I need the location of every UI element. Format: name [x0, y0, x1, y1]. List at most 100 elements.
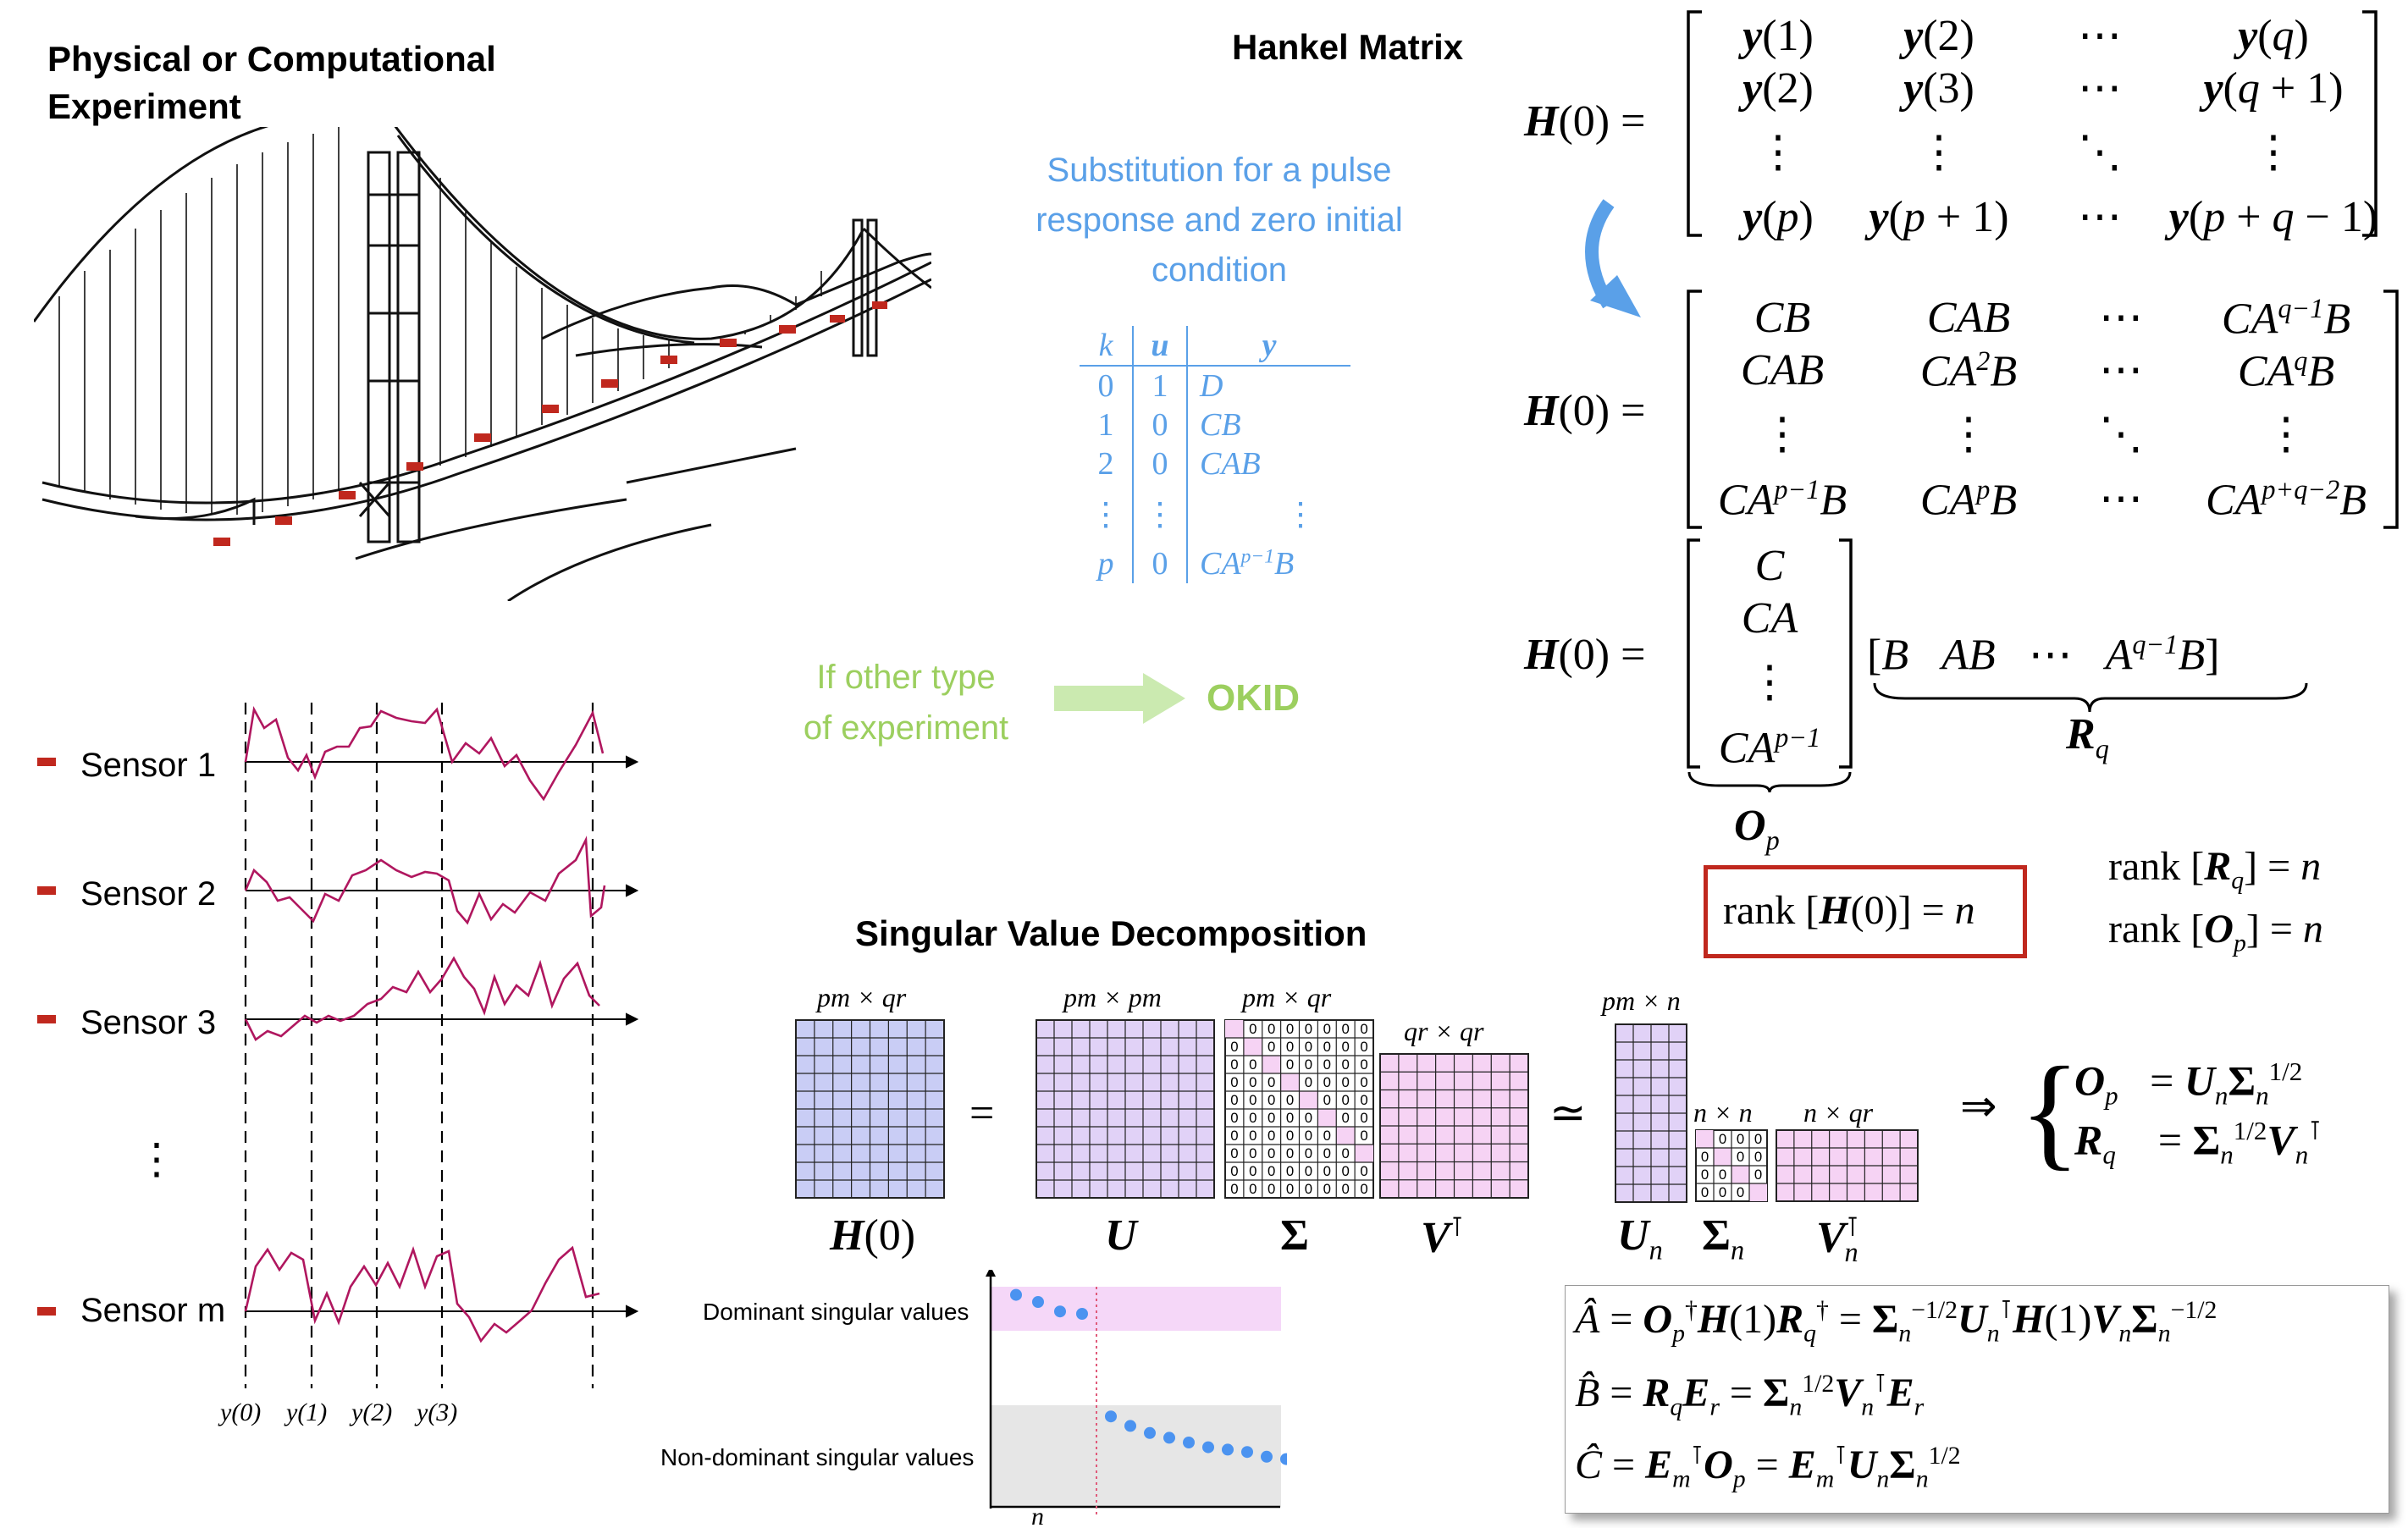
header-k: k	[1080, 326, 1134, 367]
svg-text:0: 0	[1305, 1074, 1312, 1090]
svg-text:0: 0	[1323, 1145, 1331, 1161]
nondominant-singular-value-dot	[1144, 1426, 1156, 1439]
svg-text:0: 0	[1360, 1039, 1367, 1055]
era-equations-box	[1565, 1285, 2389, 1514]
A-hat-equation: Â = Op†H(1)Rq† = Σn−1/2Un⊺H(1)VnΣn−1/2	[1575, 1296, 2217, 1348]
svg-text:0: 0	[1360, 1021, 1367, 1037]
svg-text:0: 0	[1286, 1145, 1294, 1161]
svg-text:0: 0	[1286, 1181, 1294, 1197]
svg-text:0: 0	[1286, 1110, 1294, 1126]
svg-text:0: 0	[1360, 1074, 1367, 1090]
row4-u: 0	[1133, 544, 1188, 583]
svg-text:0: 0	[1323, 1039, 1331, 1055]
VnT-svd-label: V⊺n	[1816, 1211, 1860, 1267]
svg-text:0: 0	[1268, 1092, 1275, 1108]
svg-text:0: 0	[1737, 1131, 1744, 1147]
hankel-heading: Hankel Matrix	[1232, 27, 1464, 67]
experiment-heading: Physical or Computational Experiment	[47, 39, 496, 126]
nondominant-singular-value-dot	[1163, 1431, 1175, 1444]
svg-text:0: 0	[1323, 1163, 1331, 1179]
hankel-matrix-y: y(1) y(2) ⋯ y(q) y(2) y(3) ⋯ y(q + 1) ⋮ ⋮ ⋱ ⋮ y(p…	[1742, 12, 2378, 241]
sensor-m-text: Sensor m	[80, 1292, 226, 1329]
row0-k: 0	[1080, 366, 1134, 405]
Sigma-svd-label: Σ	[1280, 1211, 1309, 1260]
time-label-0: y(0)	[220, 1398, 262, 1426]
svg-text:0: 0	[1305, 1145, 1312, 1161]
header-u: u	[1133, 326, 1188, 367]
U-grid	[1036, 1019, 1215, 1199]
H-grid	[795, 1019, 945, 1199]
svg-text:0: 0	[1360, 1110, 1367, 1126]
svg-text:0: 0	[1230, 1128, 1238, 1144]
svg-text:0: 0	[1360, 1163, 1367, 1179]
svg-text:0: 0	[1342, 1110, 1350, 1126]
nondominant-singular-value-dot	[1183, 1437, 1195, 1448]
row2-y: CAB	[1200, 446, 1261, 482]
svg-text:0: 0	[1342, 1145, 1350, 1161]
svg-text:0: 0	[1305, 1181, 1312, 1197]
svg-text:0: 0	[1230, 1039, 1238, 1055]
svd-equals: =	[969, 1089, 995, 1138]
row0-u: 1	[1133, 366, 1188, 405]
svg-text:0: 0	[1249, 1092, 1256, 1108]
hankel-matrix-CAB: CB CAB ⋯ CAq−1B CAB CA2B ⋯ CAqB ⋮ ⋮ ⋱ ⋮ CAp−1B CAp…	[1717, 293, 2367, 525]
svg-text:0: 0	[1286, 1056, 1294, 1073]
nondominant-singular-value-dot	[1280, 1453, 1287, 1465]
Op-equation: Op = UnΣn1/2	[2074, 1056, 2303, 1111]
svg-text:0: 0	[1249, 1021, 1256, 1037]
row4-y: CAp−1B	[1200, 545, 1295, 582]
row2-u: 0	[1133, 444, 1188, 483]
controllability-brace	[1873, 682, 2308, 713]
svg-text:0: 0	[1342, 1039, 1350, 1055]
sensor-1-label: Sensor 1	[80, 747, 217, 784]
svg-text:0: 0	[1323, 1021, 1331, 1037]
svg-text:0: 0	[1701, 1149, 1709, 1165]
dominant-singular-value-dot	[1010, 1288, 1022, 1301]
svg-text:0: 0	[1342, 1021, 1350, 1037]
svd-implies: ⇒	[1960, 1083, 1997, 1131]
svg-text:0: 0	[1719, 1184, 1726, 1200]
svg-text:0: 0	[1249, 1181, 1256, 1197]
sensor-2-label: Sensor 2	[80, 875, 217, 913]
svg-text:0: 0	[1286, 1163, 1294, 1179]
time-label-1: y(1)	[286, 1398, 328, 1426]
substitution-note: Substitution for a pulse response and ze…	[1036, 152, 1403, 289]
Rq-equation: Rq = Σn1/2Vn⊺	[2074, 1116, 2322, 1170]
svg-text:0: 0	[1286, 1039, 1294, 1055]
svg-text:0: 0	[1360, 1092, 1367, 1108]
row1-u: 0	[1133, 405, 1188, 444]
rank-box	[1704, 865, 2027, 958]
H0-label-3: H(0) =	[1524, 631, 1646, 679]
hankel-brackets-1	[1687, 10, 2378, 237]
svg-text:0: 0	[1286, 1128, 1294, 1144]
row3-k: ⋮	[1080, 483, 1134, 544]
svg-text:0: 0	[1342, 1056, 1350, 1073]
rank-Op: rank [Op] = n	[2108, 907, 2323, 957]
svg-text:0: 0	[1249, 1056, 1256, 1073]
nondominant-singular-value-dot	[1124, 1420, 1136, 1432]
substitution-arrow-icon	[1585, 199, 1641, 317]
svg-text:0: 0	[1268, 1074, 1275, 1090]
VT-svd-label: V⊺	[1421, 1211, 1465, 1262]
row3-u: ⋮	[1133, 483, 1188, 544]
Un-svd-label: Un	[1617, 1211, 1663, 1266]
S-dim-label: pm × qr	[1242, 982, 1332, 1012]
sensor-3-label: Sensor 3	[80, 1004, 217, 1041]
hankel-brackets-2	[1687, 290, 2399, 529]
sensor-m-label: Sensor m	[80, 1292, 225, 1330]
svg-text:0: 0	[1230, 1110, 1238, 1126]
svg-text:0: 0	[1701, 1167, 1709, 1183]
dominant-singular-value-dot	[1032, 1296, 1044, 1308]
svg-text:0: 0	[1249, 1145, 1256, 1161]
time-label-3: y(3)	[417, 1398, 458, 1426]
svg-text:0: 0	[1305, 1021, 1312, 1037]
Rq-label: Rq	[2066, 710, 2109, 764]
svg-text:0: 0	[1323, 1056, 1331, 1073]
svg-text:0: 0	[1323, 1181, 1331, 1197]
Vn-grid	[1776, 1129, 1919, 1202]
row4-k: p	[1080, 544, 1134, 583]
nondominant-band	[991, 1405, 1281, 1507]
svg-text:0: 0	[1737, 1184, 1744, 1200]
